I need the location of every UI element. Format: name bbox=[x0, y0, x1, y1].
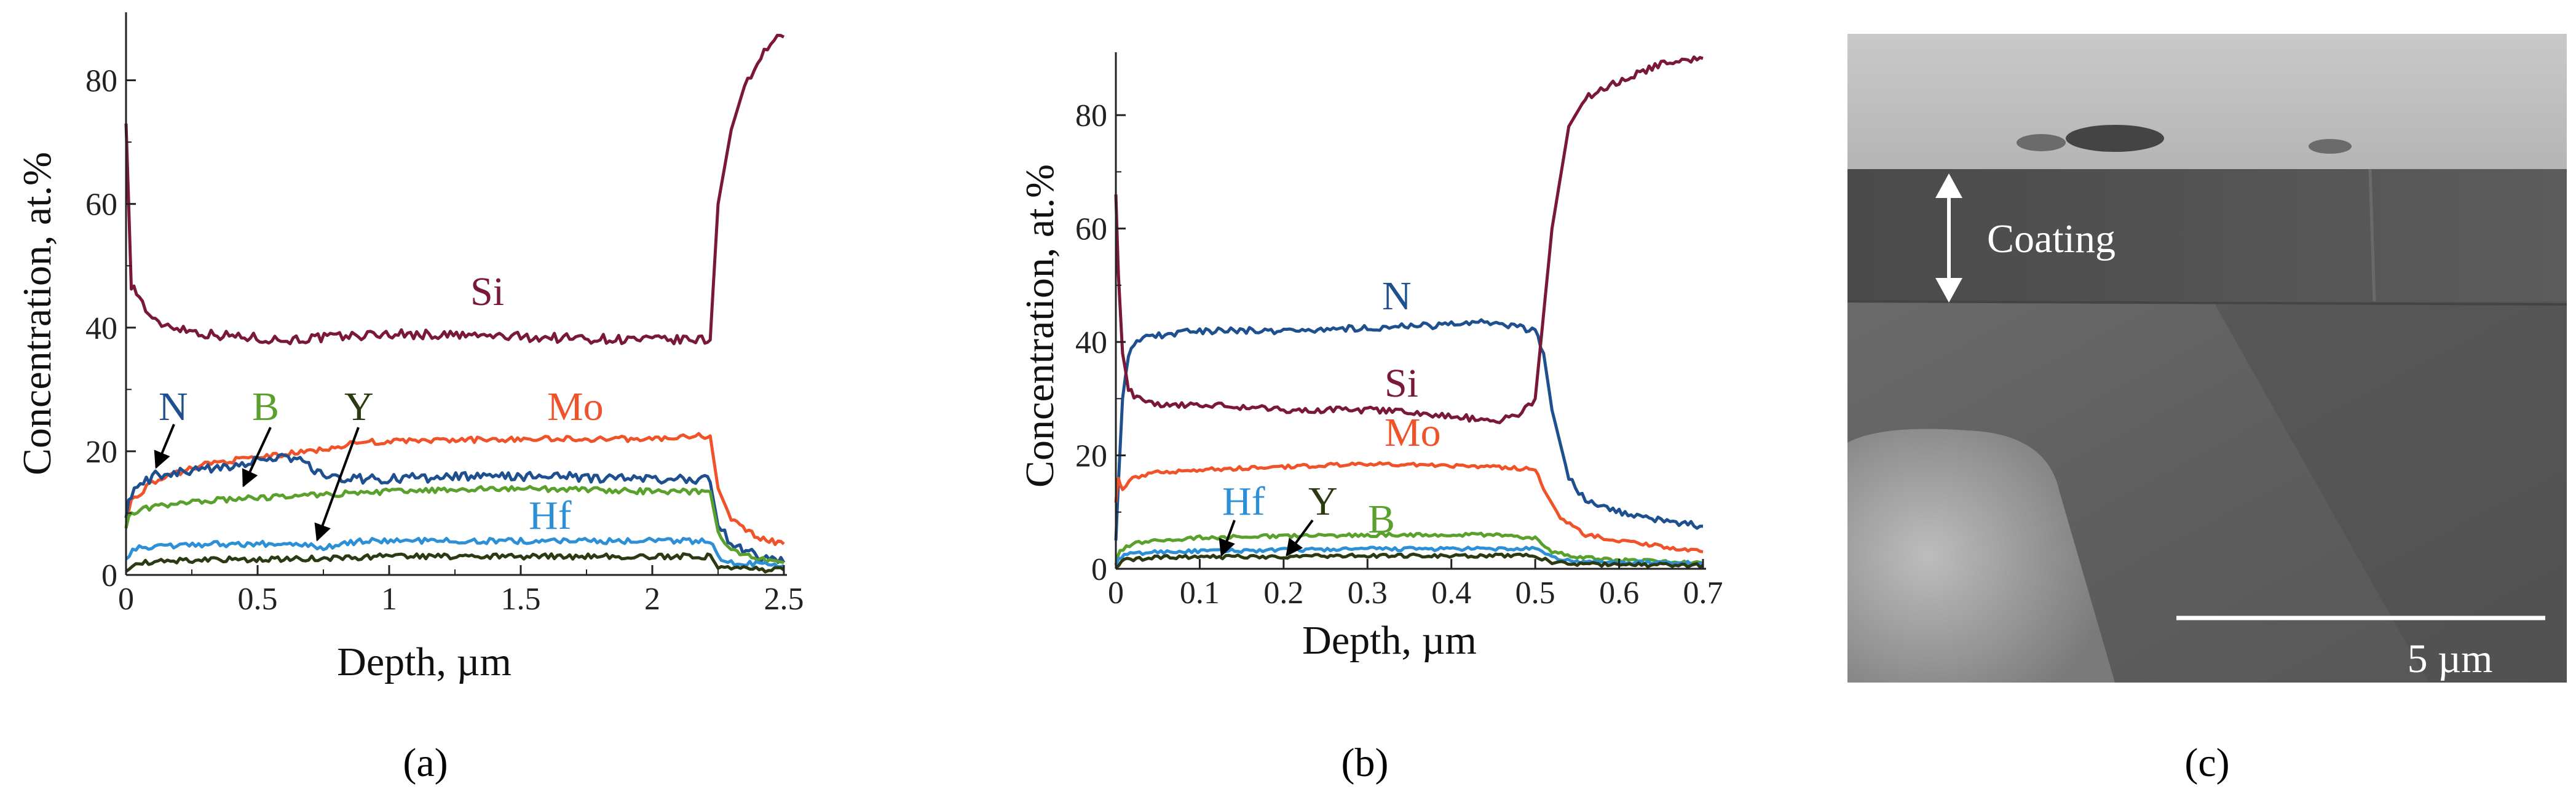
series-line-si-b bbox=[1114, 55, 1704, 424]
series-label-si-b: Si bbox=[1385, 361, 1418, 406]
caption-a: (a) bbox=[403, 740, 448, 785]
series-line-n-b bbox=[1114, 318, 1704, 541]
x-tick-label: 0 bbox=[1108, 576, 1124, 611]
sem-image: Coating 5 µm bbox=[1847, 34, 2567, 683]
chart-b-x-axis-label: Depth, µm bbox=[1302, 618, 1477, 663]
annotation-arrow-n-a bbox=[154, 424, 175, 469]
sem-cleaved-block bbox=[1847, 429, 2115, 683]
series-label-b-b: B bbox=[1368, 497, 1395, 542]
series-label-n-b: N bbox=[1382, 274, 1412, 319]
chart-b-tick-labels: 0 0.1 0.2 0.3 0.4 0.5 0.6 0.7 0 20 40 60 80 bbox=[1075, 98, 1723, 611]
series-label-hf-b: Hf bbox=[1222, 479, 1265, 524]
chart-a-series bbox=[124, 34, 786, 574]
series-line-mo-b bbox=[1114, 461, 1704, 553]
y-tick-label: 40 bbox=[1075, 325, 1107, 360]
chart-b-axes bbox=[1115, 52, 1706, 570]
series-line-mo-a bbox=[124, 432, 785, 546]
series-label-y-a: Y bbox=[344, 384, 374, 429]
series-line-n-a bbox=[124, 453, 786, 564]
y-tick-label: 80 bbox=[85, 64, 117, 99]
y-tick-label: 40 bbox=[85, 311, 117, 346]
annotation-arrow-y-a bbox=[314, 427, 360, 542]
x-tick-label: 1 bbox=[381, 582, 397, 617]
series-label-n-a: N bbox=[159, 384, 188, 429]
coating-label: Coating bbox=[1987, 216, 2116, 261]
y-tick-label: 0 bbox=[1091, 552, 1107, 587]
chart-a: 0 0.5 1 1.5 2 2.5 0 20 40 60 80 Depth, µm Concentr… bbox=[15, 12, 804, 684]
annotation-arrow-b-a bbox=[242, 427, 272, 488]
y-tick-label: 60 bbox=[1075, 212, 1107, 247]
sem-surface-particle bbox=[2066, 125, 2164, 152]
sem-substrate-shading bbox=[2213, 301, 2567, 683]
x-tick-label: 0.1 bbox=[1180, 576, 1220, 611]
x-tick-label: 0 bbox=[118, 582, 134, 617]
x-tick-label: 0.3 bbox=[1348, 576, 1388, 611]
sem-surface-particle bbox=[2309, 139, 2352, 154]
y-tick-label: 20 bbox=[1075, 439, 1107, 474]
y-tick-label: 0 bbox=[101, 558, 117, 593]
series-label-hf-a: Hf bbox=[529, 493, 572, 538]
chart-a-tick-labels: 0 0.5 1 1.5 2 2.5 0 20 40 60 80 bbox=[85, 64, 804, 617]
series-line-y-a bbox=[125, 552, 785, 574]
x-tick-label: 0.5 bbox=[1515, 576, 1555, 611]
caption-b: (b) bbox=[1341, 740, 1389, 785]
x-tick-label: 0.5 bbox=[238, 582, 278, 617]
coating-arrow-head-top bbox=[1935, 173, 1962, 198]
coating-arrow-head-bottom bbox=[1935, 278, 1962, 303]
sem-coating-layer bbox=[1847, 169, 2567, 301]
x-tick-label: 0.4 bbox=[1431, 576, 1471, 611]
chart-a-y-axis-label: Concentration, at.% bbox=[15, 152, 60, 475]
y-tick-label: 20 bbox=[85, 435, 117, 470]
chart-a-axes bbox=[125, 12, 787, 576]
x-tick-label: 0.7 bbox=[1683, 576, 1723, 611]
series-label-b-a: B bbox=[252, 384, 279, 429]
x-tick-label: 2 bbox=[644, 582, 660, 617]
chart-b: 0 0.1 0.2 0.3 0.4 0.5 0.6 0.7 0 20 40 60 80 Depth, µ… bbox=[1017, 52, 1723, 663]
x-tick-label: 2.5 bbox=[764, 582, 804, 617]
x-tick-label: 0.6 bbox=[1599, 576, 1639, 611]
sem-interface-line bbox=[1847, 300, 2567, 306]
sem-coating-crack bbox=[2368, 168, 2376, 302]
series-line-b-a bbox=[124, 485, 784, 564]
chart-a-x-axis-label: Depth, µm bbox=[337, 640, 512, 684]
sem-surface-particle bbox=[2017, 134, 2066, 151]
series-label-mo-a: Mo bbox=[547, 384, 604, 429]
annotation-arrow-y-b bbox=[1286, 519, 1314, 557]
x-tick-label: 1.5 bbox=[501, 582, 541, 617]
series-line-y-b bbox=[1115, 552, 1704, 569]
scale-bar-label: 5 µm bbox=[2408, 636, 2493, 681]
sem-background-top bbox=[1847, 34, 2567, 169]
chart-b-series bbox=[1114, 55, 1704, 569]
series-label-mo-b: Mo bbox=[1385, 410, 1441, 455]
series-label-si-a: Si bbox=[470, 269, 504, 314]
series-line-hf-a bbox=[125, 536, 784, 569]
series-line-si-a bbox=[124, 34, 785, 346]
series-label-y-b: Y bbox=[1308, 479, 1338, 524]
x-tick-label: 0.2 bbox=[1263, 576, 1303, 611]
annotation-arrow-hf-b bbox=[1219, 520, 1236, 557]
series-line-b-b bbox=[1114, 531, 1704, 566]
y-tick-label: 60 bbox=[85, 188, 117, 223]
chart-b-y-axis-label: Concentration, at.% bbox=[1017, 164, 1062, 488]
caption-c: (c) bbox=[2184, 740, 2229, 785]
y-tick-label: 80 bbox=[1075, 98, 1107, 133]
